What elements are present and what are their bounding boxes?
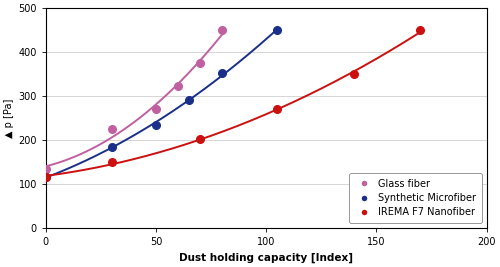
Point xyxy=(416,28,424,32)
Point xyxy=(152,107,160,111)
Point xyxy=(218,71,226,75)
Point xyxy=(108,127,116,131)
Point xyxy=(196,61,204,65)
Point xyxy=(108,160,116,164)
Point xyxy=(273,107,281,111)
X-axis label: Dust holding capacity [Index]: Dust holding capacity [Index] xyxy=(179,253,353,263)
Point xyxy=(152,123,160,127)
Point xyxy=(196,137,204,141)
Point xyxy=(42,175,50,180)
Point xyxy=(108,144,116,149)
Point xyxy=(273,28,281,32)
Point xyxy=(350,72,358,76)
Point xyxy=(185,97,193,102)
Point xyxy=(218,28,226,32)
Point xyxy=(42,175,50,180)
Point xyxy=(174,84,182,89)
Y-axis label: ▲ p [Pa]: ▲ p [Pa] xyxy=(4,98,14,138)
Point xyxy=(42,167,50,171)
Legend: Glass fiber, Synthetic Microfiber, IREMA F7 Nanofiber: Glass fiber, Synthetic Microfiber, IREMA… xyxy=(348,173,482,223)
